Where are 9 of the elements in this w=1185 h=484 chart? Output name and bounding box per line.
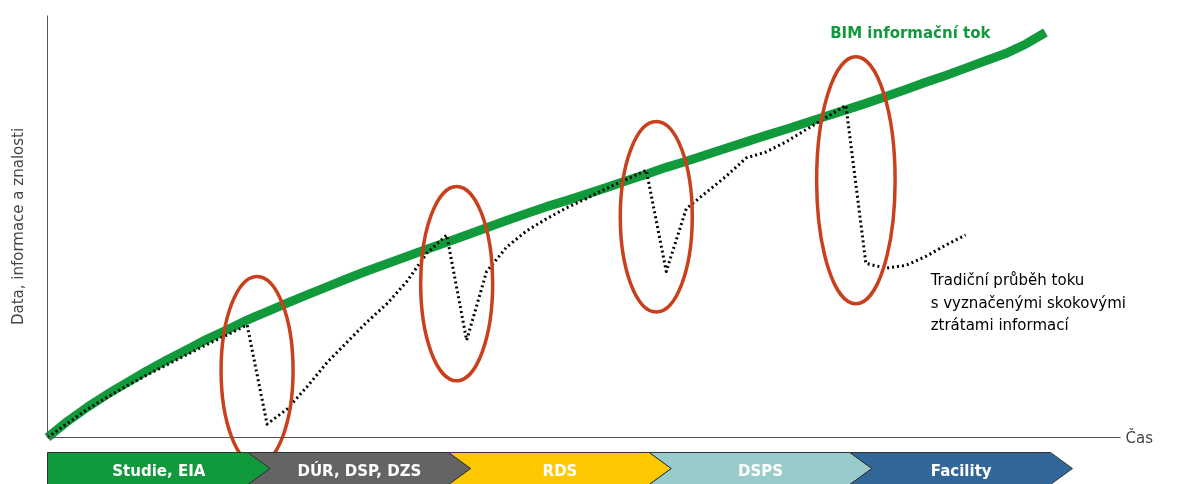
text: DÚR, DSP, DZS [297,460,422,480]
x-axis-title: Čas [1125,427,1154,447]
text: Facility [930,461,992,480]
text: DSPS [738,461,784,480]
text: RDS [542,461,578,480]
y-axis-title: Data, informace a znalosti [8,127,27,326]
series-label: Tradiční průběh toku s vyznačenými skokovými ztrátami informací [929,271,1126,335]
text: Studie, EIA [112,461,206,480]
series-label: BIM informační tok [830,23,992,42]
